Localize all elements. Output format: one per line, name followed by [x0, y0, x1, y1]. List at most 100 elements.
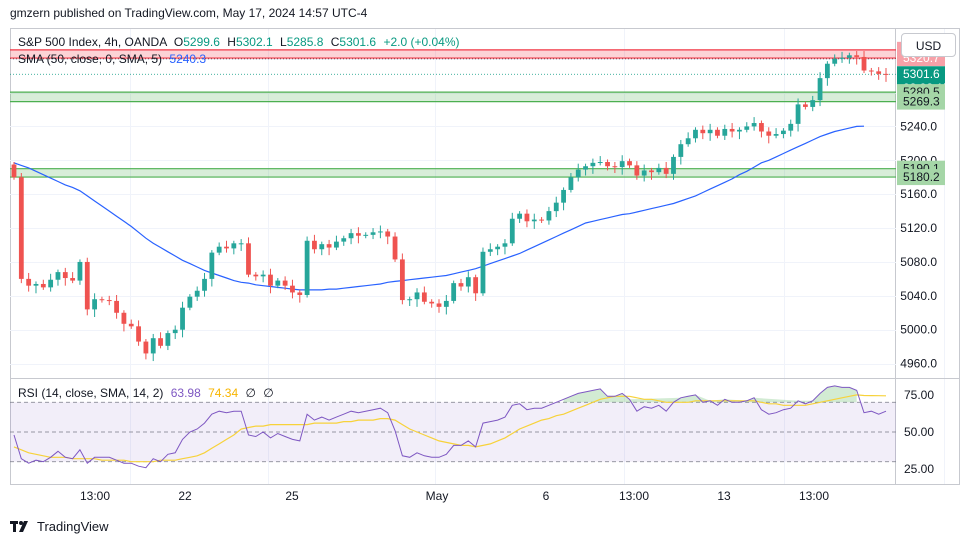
- candle-body: [304, 240, 310, 295]
- price-tick-label: 5040.0: [900, 289, 937, 303]
- candle-body: [341, 238, 347, 242]
- time-tick-label: 13:00: [80, 489, 110, 503]
- candle-body: [575, 169, 581, 178]
- candle-body: [781, 130, 786, 135]
- zones: [10, 49, 896, 178]
- candle-body: [480, 251, 486, 294]
- rsi-tick-label: 25.00: [904, 462, 934, 476]
- candle-body: [268, 274, 273, 286]
- candle-body: [209, 252, 215, 279]
- price-tick-label: 5000.0: [900, 323, 937, 337]
- candle-body: [114, 300, 119, 313]
- candle-body: [671, 156, 676, 174]
- price-label-bg: [897, 169, 945, 186]
- candle-body: [788, 123, 794, 131]
- candle-body: [883, 73, 889, 75]
- candle-body: [795, 104, 801, 124]
- candle-body: [231, 243, 237, 249]
- rsi-tick-label: 50.00: [904, 425, 934, 439]
- price-tick-label: 5160.0: [900, 187, 937, 201]
- candle-body: [546, 211, 552, 221]
- candle-body: [473, 277, 479, 294]
- price-tick-label: 4960.0: [900, 357, 937, 371]
- candle-body: [260, 274, 266, 277]
- candle-body: [590, 162, 596, 167]
- low-value: 5285.8: [286, 35, 324, 49]
- price-tick-label: 5120.0: [900, 221, 937, 235]
- price-label-bg: [897, 66, 945, 83]
- candle-body: [539, 219, 544, 221]
- candle-body: [62, 272, 68, 279]
- candle-body: [824, 63, 830, 79]
- publisher-line: gmzern published on TradingView.com, May…: [10, 6, 368, 20]
- candle-body: [180, 307, 185, 330]
- candle-body: [377, 231, 383, 233]
- time-tick-label: May: [426, 489, 449, 503]
- candle-body: [392, 236, 398, 260]
- high-value: 5302.1: [235, 35, 273, 49]
- tradingview-logo: TradingView: [10, 519, 109, 534]
- symbol-legend: S&P 500 Index, 4h, OANDA O5299.6 H5302.1…: [18, 35, 460, 49]
- candle-body: [561, 189, 566, 203]
- sma-legend: SMA (50, close, 0, SMA, 5) 5240.3: [18, 52, 206, 66]
- candle-body: [868, 70, 874, 72]
- rsi-extra-2: ∅: [263, 386, 274, 400]
- candle-body: [722, 128, 728, 136]
- candle-body: [693, 129, 698, 139]
- candle-body: [238, 243, 244, 245]
- candle-body: [817, 78, 823, 101]
- sma-label: SMA (50, close, 0, SMA, 5): [18, 52, 163, 66]
- rsi-extra-1: ∅: [245, 386, 256, 400]
- candle-body: [187, 296, 193, 308]
- candle-body: [451, 283, 457, 301]
- candle-body: [312, 240, 317, 250]
- candle-body: [568, 177, 574, 190]
- chart-frame: [10, 28, 896, 485]
- sma-value: 5240.3: [169, 52, 207, 66]
- currency-button[interactable]: USD: [901, 33, 956, 57]
- candle-body: [839, 57, 845, 59]
- rsi-tick-label: 75.00: [904, 388, 934, 402]
- candle-body: [11, 164, 17, 178]
- candle-body: [55, 272, 61, 280]
- candle-body: [443, 300, 449, 307]
- candle-body: [165, 333, 171, 346]
- candle-body: [707, 129, 713, 134]
- candle-body: [246, 243, 251, 275]
- candle-body: [627, 161, 632, 166]
- price-tick-label: 5240.0: [900, 119, 937, 133]
- close-value: 5301.6: [339, 35, 377, 49]
- candle-body: [385, 231, 391, 237]
- candle-body: [612, 166, 618, 168]
- candle-body: [158, 338, 163, 346]
- candle-body: [48, 279, 54, 288]
- candles-layer: [11, 51, 889, 362]
- time-tick-label: 6: [543, 489, 550, 503]
- change-value: +2.0 (+0.04%): [383, 35, 460, 49]
- candle-body: [663, 167, 669, 174]
- rsi-layer: [10, 385, 896, 469]
- candle-body: [715, 129, 720, 136]
- candle-body: [216, 246, 222, 253]
- candle-body: [656, 167, 662, 173]
- candle-body: [224, 246, 229, 249]
- rsi-ma-line: [13, 394, 887, 463]
- candle-body: [421, 292, 427, 302]
- time-tick-label: 13: [717, 489, 731, 503]
- candle-body: [634, 165, 640, 176]
- symbol-name: S&P 500 Index, 4h, OANDA: [18, 35, 167, 49]
- candle-body: [136, 326, 141, 342]
- time-tick-label: 22: [178, 489, 192, 503]
- candle-body: [121, 312, 127, 324]
- time-axis: 13:00 22 25 May 6 13:00 13 13:00: [80, 489, 829, 503]
- price-label-bg: [897, 93, 945, 110]
- close-label: C: [330, 35, 340, 49]
- resistance-zone: [10, 49, 896, 59]
- candle-body: [370, 232, 376, 235]
- tradingview-logo-icon: [10, 520, 28, 532]
- candle-body: [509, 218, 515, 244]
- candle-body: [33, 283, 39, 286]
- candle-body: [92, 299, 98, 310]
- candle-body: [678, 144, 684, 157]
